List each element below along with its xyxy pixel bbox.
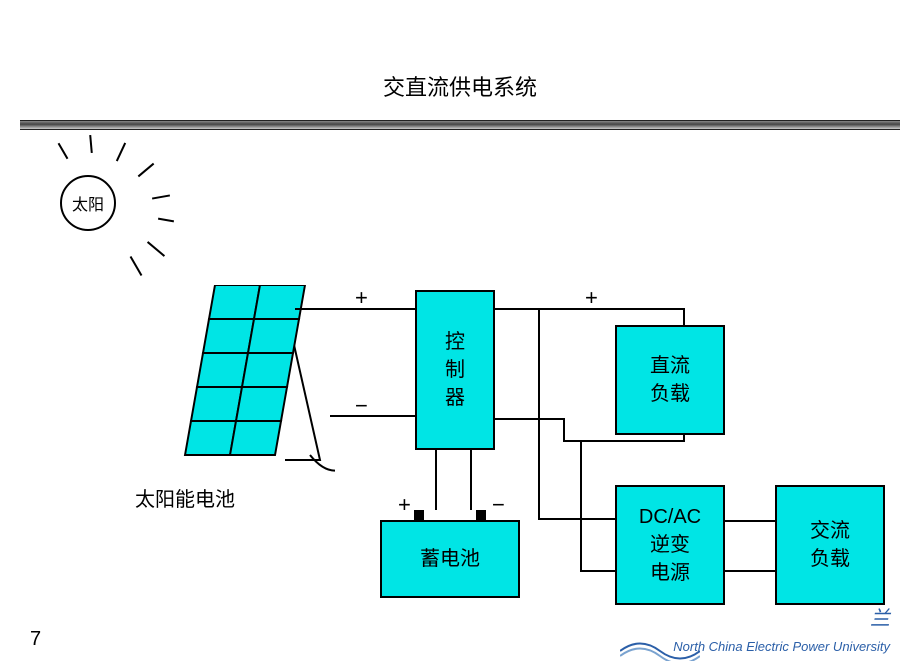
controller-label: 控 制 器 [445, 328, 465, 412]
wire [435, 450, 437, 510]
sun-ray [89, 135, 93, 153]
dc-load-label: 直流 负载 [650, 352, 690, 408]
dc-load-box: 直流 负载 [615, 325, 725, 435]
sun-ray [130, 256, 143, 276]
inverter-label: DC/AC 逆变 电源 [639, 503, 701, 587]
wire [330, 415, 415, 417]
page-number: 7 [30, 628, 41, 651]
wire [563, 418, 565, 440]
wire [538, 308, 540, 518]
minus-sign: − [355, 393, 368, 419]
plus-sign: + [585, 285, 598, 311]
battery-terminal [414, 510, 424, 520]
wire [725, 520, 775, 522]
battery-label: 蓄电池 [420, 545, 480, 573]
wire [470, 450, 472, 510]
footer-logo: 兰 [870, 602, 890, 631]
ac-load-box: 交流 负载 [775, 485, 885, 605]
wire [580, 570, 615, 572]
footer-university: North China Electric Power University [673, 639, 890, 654]
battery-terminal [476, 510, 486, 520]
wire [538, 518, 615, 520]
sun-ray [138, 163, 155, 177]
sun-ray [58, 143, 69, 160]
sun-circle: 太阳 [60, 175, 116, 231]
wire [683, 435, 685, 442]
sun-ray [152, 194, 170, 199]
sun-ray [116, 143, 126, 162]
plus-sign: + [398, 492, 411, 518]
wire [725, 570, 775, 572]
panel-svg [165, 285, 335, 485]
ac-load-label: 交流 负载 [810, 517, 850, 573]
sun-ray [147, 241, 165, 257]
wire [495, 418, 565, 420]
plus-sign: + [355, 285, 368, 311]
solar-panel [165, 285, 335, 490]
panel-label: 太阳能电池 [135, 483, 235, 512]
minus-sign: − [492, 492, 505, 518]
page-title: 交直流供电系统 [0, 70, 920, 102]
wire [580, 440, 582, 570]
wire [683, 308, 685, 326]
inverter-box: DC/AC 逆变 电源 [615, 485, 725, 605]
controller-box: 控 制 器 [415, 290, 495, 450]
sun-ray [158, 218, 174, 223]
diagram-canvas: 太阳 太阳能电池 [20, 130, 900, 630]
battery-box: 蓄电池 [380, 520, 520, 598]
title-divider [20, 120, 900, 130]
sun-label: 太阳 [72, 191, 104, 215]
